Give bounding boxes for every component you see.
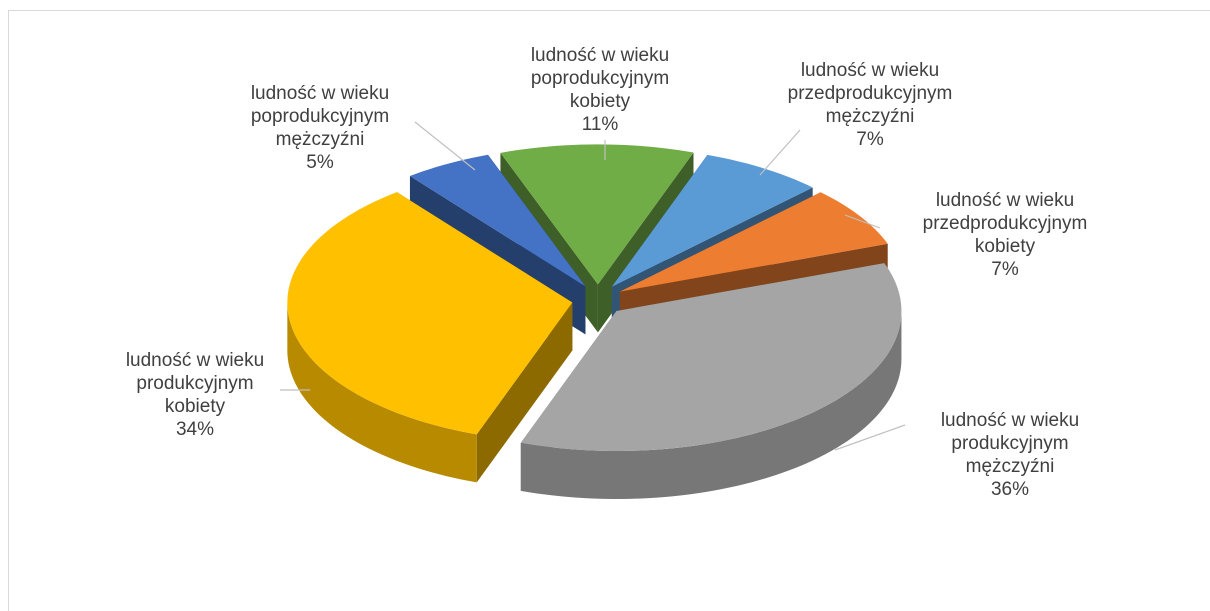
- slice-side: [520, 310, 902, 499]
- data-label: ludność w wieku produkcyjnym kobiety 34%: [105, 349, 285, 441]
- leader-line: [759, 129, 801, 176]
- data-label: ludność w wieku przedprodukcyjnym kobiet…: [895, 189, 1115, 281]
- category-label: ludność w wieku przedprodukcyjnym mężczy…: [787, 60, 953, 127]
- data-label: ludność w wieku poprodukcyjnym mężczyźni…: [230, 82, 410, 174]
- category-label: ludność w wieku poprodukcyjnym mężczyźni: [250, 83, 390, 150]
- data-label: ludność w wieku produkcyjnym mężczyźni 36…: [915, 409, 1105, 501]
- value-label: 7%: [991, 259, 1019, 280]
- slice-top: [500, 144, 694, 285]
- slice-top: [611, 154, 813, 287]
- data-label: ludność w wieku poprodukcyjnym kobiety 11…: [505, 44, 695, 136]
- slice: [520, 263, 902, 499]
- slice-side: [287, 302, 477, 483]
- category-label: ludność w wieku poprodukcyjnym kobiety: [530, 45, 670, 112]
- slice-top: [619, 192, 888, 292]
- value-label: 7%: [856, 129, 884, 150]
- category-label: ludność w wieku produkcyjnym kobiety: [125, 350, 265, 417]
- value-label: 11%: [581, 114, 619, 135]
- data-label: ludność w wieku przedprodukcyjnym mężczy…: [760, 59, 980, 151]
- slice-cut-face: [476, 302, 573, 483]
- category-label: ludność w wieku produkcyjnym mężczyźni: [940, 410, 1080, 477]
- slice-top: [520, 263, 902, 451]
- value-label: 34%: [175, 419, 215, 440]
- leader-line: [414, 121, 476, 171]
- leader-line: [844, 214, 881, 229]
- leader-line: [834, 424, 906, 451]
- chart-frame: [8, 10, 1210, 611]
- value-label: 36%: [990, 479, 1030, 500]
- category-label: ludność w wieku przedprodukcyjnym kobiet…: [922, 190, 1088, 257]
- value-label: 5%: [306, 152, 334, 173]
- slice: [287, 192, 573, 483]
- slice-top: [287, 192, 573, 435]
- slice-top: [409, 154, 586, 287]
